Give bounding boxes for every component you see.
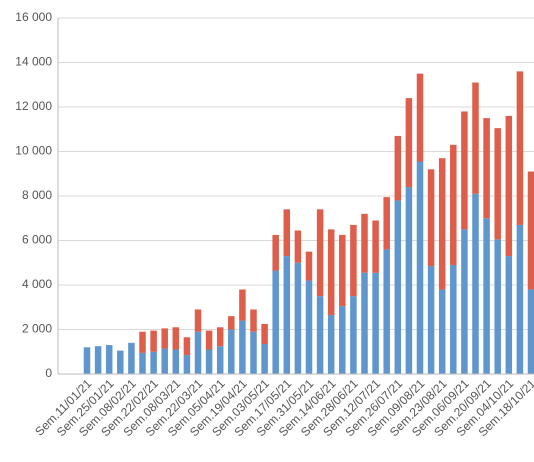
bar-segment <box>194 331 202 374</box>
y-tick-label: 12 000 <box>15 99 52 113</box>
bar-segment <box>461 111 468 230</box>
bar-segment <box>161 328 168 349</box>
bar-segment <box>339 234 346 307</box>
bar-segment <box>172 349 180 374</box>
bar-segment <box>172 327 180 350</box>
bar-segment <box>461 229 468 374</box>
bar-segment <box>527 289 534 374</box>
bar-segment <box>494 239 501 374</box>
bar-segment <box>383 249 390 374</box>
bar-segment <box>316 296 324 374</box>
y-tick-label: 4 000 <box>22 277 52 291</box>
bar-segment <box>128 342 135 374</box>
bar-segment <box>228 329 235 374</box>
bar-segment <box>105 345 113 374</box>
bar-segment <box>505 256 513 374</box>
bar-segment <box>516 71 524 225</box>
bar-segment <box>239 289 246 321</box>
bar-segment <box>438 289 446 374</box>
bar-segment <box>294 262 302 374</box>
bar-segment <box>372 220 379 273</box>
bar-segment <box>283 209 291 257</box>
bar-segment <box>361 213 368 273</box>
bar-segment <box>139 331 146 353</box>
bar-segment <box>216 346 224 374</box>
bar-segment <box>117 350 124 374</box>
y-tick-label: 10 000 <box>15 144 52 158</box>
bar-segment <box>450 144 457 265</box>
bar-segment <box>472 193 479 374</box>
bar-segment <box>427 266 435 374</box>
bar-segment <box>394 135 402 201</box>
bar-segment <box>438 158 446 290</box>
bar-segment <box>183 337 191 356</box>
bar-segment <box>516 224 524 374</box>
bar-segment <box>305 280 313 374</box>
bar-segment <box>505 115 513 257</box>
bar-segment <box>139 352 146 374</box>
bar-segment <box>405 187 413 374</box>
bar-segment <box>250 331 257 374</box>
bar-segment <box>350 296 357 374</box>
bar-segment <box>483 118 490 219</box>
bar-segment <box>272 234 279 271</box>
bar-segment <box>316 209 324 297</box>
bar-segment <box>494 128 501 240</box>
bar-segment <box>339 306 346 374</box>
bar-segment <box>327 315 335 374</box>
bar-segment <box>427 169 435 267</box>
bar-segment <box>161 348 168 374</box>
y-tick-label: 8 000 <box>22 188 52 202</box>
bar-segment <box>239 320 246 374</box>
bar-segment <box>372 272 379 374</box>
bar-segment <box>261 323 268 344</box>
bar-segment <box>350 224 357 297</box>
y-tick-label: 2 000 <box>22 322 52 336</box>
bar-segment <box>405 98 413 188</box>
bar-segment <box>416 73 424 162</box>
bar-segment <box>194 309 202 332</box>
bar-segment <box>361 272 368 374</box>
bar-segment <box>450 264 457 374</box>
bar-segment <box>483 218 490 374</box>
bar-segment <box>305 251 313 281</box>
y-tick-label: 0 <box>45 366 52 380</box>
y-tick-label: 6 000 <box>22 233 52 247</box>
bar-segment <box>183 355 191 374</box>
bar-segment <box>272 270 279 374</box>
bar-segment <box>261 343 268 374</box>
bar-segment <box>250 309 257 332</box>
bar-segment <box>527 171 534 290</box>
bar-segment <box>416 161 424 374</box>
bar-segment <box>205 330 213 350</box>
bar-segment <box>150 330 157 352</box>
bar-segment <box>327 229 335 316</box>
bar-segment <box>150 351 157 374</box>
bar-segment <box>216 327 224 347</box>
bar-segment <box>294 230 302 263</box>
bar-segment <box>383 197 390 250</box>
bar-segment <box>472 82 479 194</box>
bar-segment <box>394 200 402 374</box>
bar-segment <box>283 256 291 374</box>
bar-segment <box>228 316 235 330</box>
y-tick-label: 14 000 <box>15 55 52 69</box>
bar-segment <box>94 346 102 374</box>
y-tick-label: 16 000 <box>15 10 52 24</box>
bar-segment <box>205 349 213 374</box>
bar-segment <box>83 347 91 374</box>
